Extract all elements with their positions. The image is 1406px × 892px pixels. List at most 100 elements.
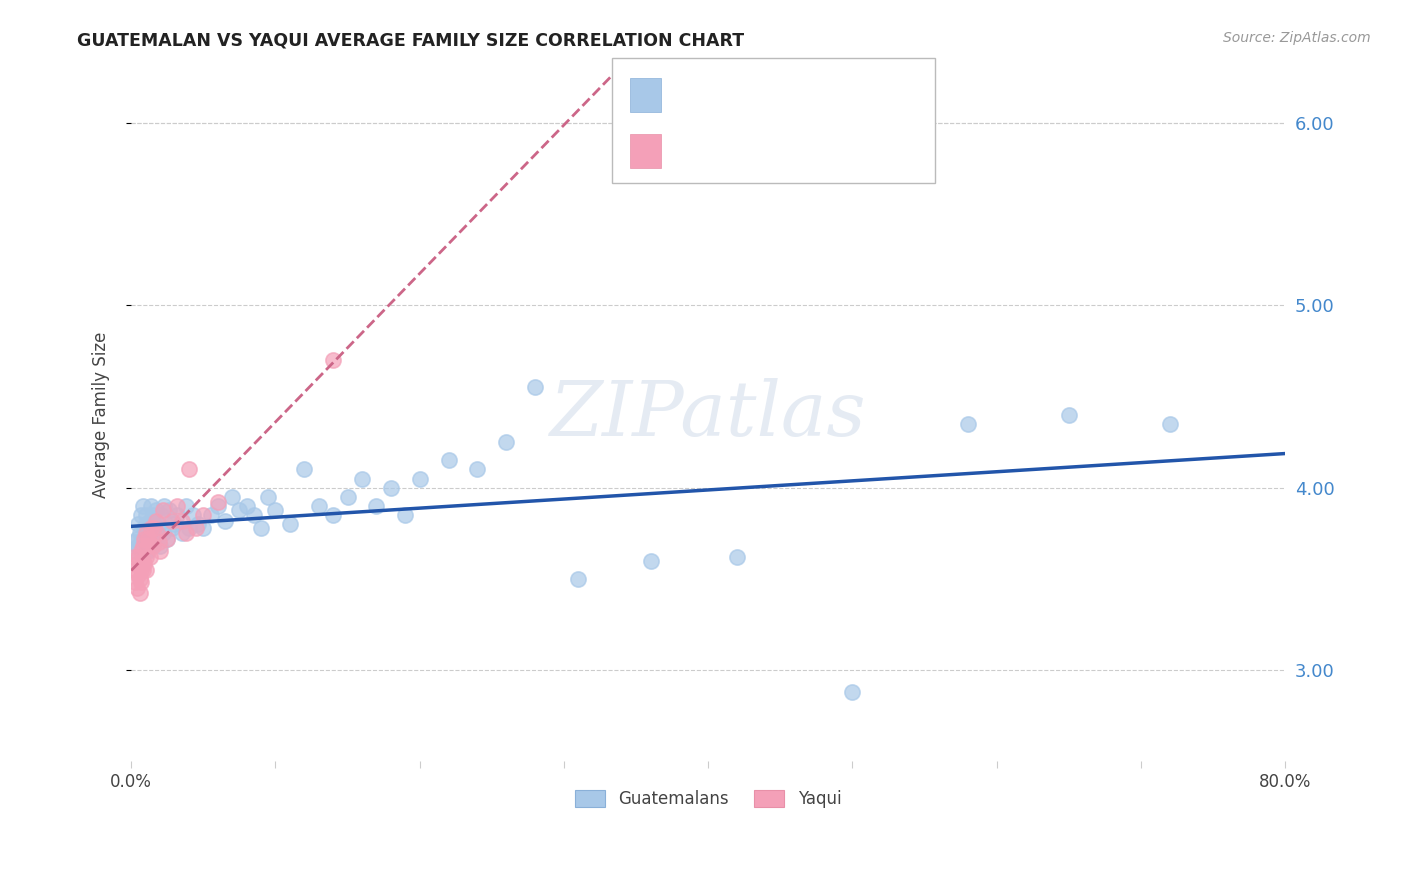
Point [129,508,152,522]
Point [139,532,162,546]
Point [181,508,204,522]
Point [145,514,167,528]
Point [142,526,165,541]
Point [152,526,174,541]
Point [177,521,200,535]
Point [131,539,153,553]
Point [134,532,156,546]
Point [1159,417,1181,431]
Point [567,572,589,586]
Point [177,462,200,476]
Point [264,502,287,516]
Point [146,526,169,541]
Point [125,532,148,546]
Point [152,502,174,516]
Point [138,532,160,546]
Point [156,532,179,546]
Point [153,499,176,513]
Point [122,535,145,549]
Legend: Guatemalans, Yaqui: Guatemalans, Yaqui [568,783,848,815]
Point [135,526,157,541]
Point [725,549,748,564]
Point [142,508,165,522]
Point [207,495,229,509]
Point [134,558,156,572]
Point [170,514,193,528]
Y-axis label: Average Family Size: Average Family Size [93,332,110,498]
Point [141,499,163,513]
Point [125,558,148,572]
Point [138,521,160,535]
Point [278,517,301,532]
Text: Source: ZipAtlas.com: Source: ZipAtlas.com [1223,31,1371,45]
Point [145,502,167,516]
Point [193,521,215,535]
Point [127,568,149,582]
Point [174,526,197,541]
Point [322,353,344,368]
Point [163,517,186,532]
Point [136,539,159,553]
Point [143,521,166,535]
Point [243,508,266,522]
Point [394,508,416,522]
Point [127,517,149,532]
Point [160,514,183,528]
Point [148,517,170,532]
Point [160,521,183,535]
Point [127,549,149,564]
Point [292,462,315,476]
Point [135,563,157,577]
Point [235,499,257,513]
Point [129,544,152,558]
Point [170,526,193,541]
Point [128,572,150,586]
Point [228,502,250,516]
Point [174,499,197,513]
Point [129,575,152,590]
Point [128,526,150,541]
Point [467,462,489,476]
Point [129,535,152,549]
Point [124,563,146,577]
Point [214,514,236,528]
Point [308,499,330,513]
Point [129,563,152,577]
Point [437,453,460,467]
Point [124,544,146,558]
Point [322,508,344,522]
Point [131,499,153,513]
Point [141,539,163,553]
Point [186,517,208,532]
Point [139,549,162,564]
Point [149,544,172,558]
Point [156,532,179,546]
Point [135,544,157,558]
Point [122,549,145,564]
Point [145,532,167,546]
Point [257,490,280,504]
Point [221,490,243,504]
Point [495,435,517,450]
Point [131,553,153,567]
Point [135,526,157,541]
Point [124,575,146,590]
Point [166,499,188,513]
Point [150,508,173,522]
Point [366,499,388,513]
Point [128,586,150,600]
Point [139,514,162,528]
Point [141,521,163,535]
Point [131,532,153,546]
Point [200,508,222,522]
Point [409,472,432,486]
Point [149,539,172,553]
Point [134,521,156,535]
Point [142,539,165,553]
Point [135,508,157,522]
Point [1057,408,1080,422]
Point [193,508,215,522]
Point [157,502,180,516]
Text: R = 0.184   N = 41: R = 0.184 N = 41 [669,142,839,160]
Point [135,549,157,564]
